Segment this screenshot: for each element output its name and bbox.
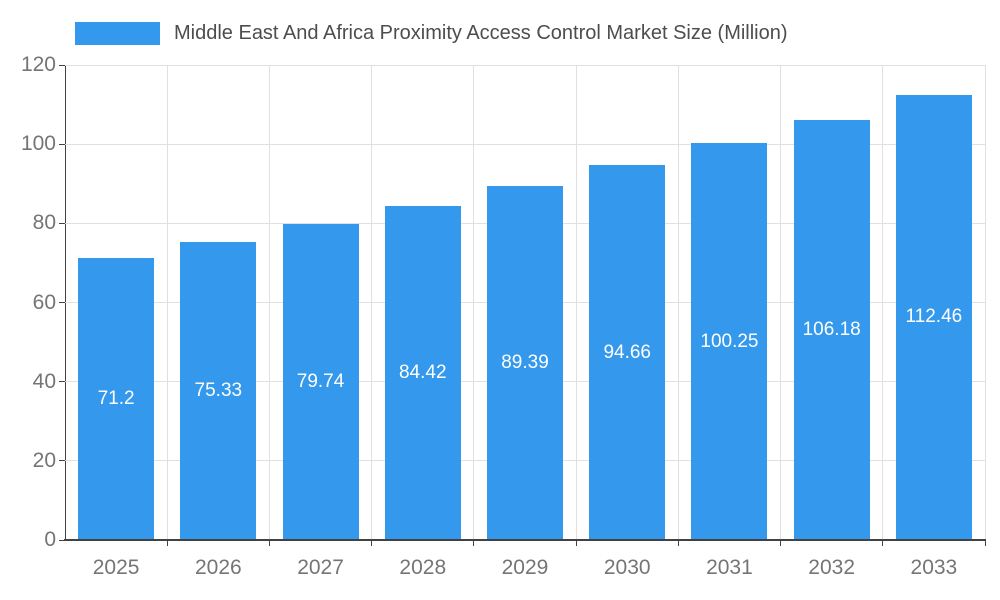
v-gridline <box>166 65 168 540</box>
plot-area: 71.2 75.33 79.74 84.42 89.39 94.66 100.25 106.1… <box>65 64 986 540</box>
bar-2032: 106.18 <box>793 119 870 540</box>
bar-2030: 94.66 <box>589 165 666 540</box>
x-tick-label: 2026 <box>194 556 242 579</box>
x-tick-mark <box>268 541 270 546</box>
bar-2031: 100.25 <box>691 143 768 540</box>
x-tick-label: 2028 <box>399 556 447 579</box>
x-tick-label: 2025 <box>92 556 140 579</box>
y-tick-mark <box>59 381 65 383</box>
bar-2029: 89.39 <box>487 186 563 540</box>
y-tick-label: 0 <box>44 528 56 551</box>
v-gridline <box>473 65 475 540</box>
x-tick-mark <box>473 541 475 546</box>
y-tick-label: 120 <box>20 53 56 76</box>
bar-value-label: 71.2 <box>97 388 135 410</box>
x-tick-label: 2029 <box>501 556 549 579</box>
y-tick-label: 60 <box>32 290 56 314</box>
bar-value-label: 79.74 <box>296 371 345 393</box>
x-axis-line <box>64 539 986 541</box>
x-tick-label: 2027 <box>297 556 344 579</box>
bar-value-label: 84.42 <box>398 361 447 383</box>
y-tick-label: 40 <box>32 369 56 393</box>
bar-2026: 75.33 <box>180 241 257 540</box>
y-tick-mark <box>59 64 65 66</box>
x-tick-mark <box>780 541 782 546</box>
y-tick-mark <box>59 460 65 462</box>
chart-legend: Middle East And Africa Proximity Access … <box>75 20 788 46</box>
h-gridline <box>65 143 985 145</box>
y-tick-label: 20 <box>32 448 56 472</box>
bar-value-label: 106.18 <box>802 318 861 340</box>
x-tick-label: 2033 <box>910 556 958 579</box>
chart-title: Middle East And Africa Proximity Access … <box>174 21 788 44</box>
bar-2027: 79.74 <box>282 224 359 540</box>
v-gridline <box>268 65 270 540</box>
bar-value-label: 89.39 <box>501 352 549 374</box>
y-tick-label: 100 <box>20 132 56 156</box>
x-tick-label: 2031 <box>706 556 753 579</box>
x-tick-mark <box>984 541 986 546</box>
x-tick-mark <box>575 541 577 546</box>
bar-value-label: 75.33 <box>194 379 243 401</box>
x-tick-mark <box>677 541 679 546</box>
y-tick-mark <box>59 539 65 541</box>
bar-2028: 84.42 <box>384 205 461 540</box>
v-gridline <box>575 65 577 540</box>
x-tick-label: 2032 <box>808 556 856 579</box>
x-tick-mark <box>166 541 168 546</box>
bar-value-label: 94.66 <box>603 341 651 363</box>
x-tick-mark <box>371 541 373 546</box>
y-tick-mark <box>59 143 65 145</box>
h-gridline <box>65 64 985 66</box>
v-gridline <box>371 65 373 540</box>
bar-2025: 71.2 <box>78 258 155 540</box>
x-tick-mark <box>882 541 884 546</box>
v-gridline <box>882 65 884 540</box>
bar-value-label: 112.46 <box>905 306 963 328</box>
y-tick-label: 80 <box>32 211 56 235</box>
legend-swatch <box>75 21 160 45</box>
bar-2033: 112.46 <box>895 94 972 540</box>
v-gridline <box>984 65 986 540</box>
y-tick-mark <box>59 222 65 224</box>
bar-value-label: 100.25 <box>700 330 759 352</box>
y-tick-mark <box>59 302 65 303</box>
x-tick-label: 2030 <box>603 556 651 579</box>
v-gridline <box>677 65 679 540</box>
v-gridline <box>780 65 782 540</box>
